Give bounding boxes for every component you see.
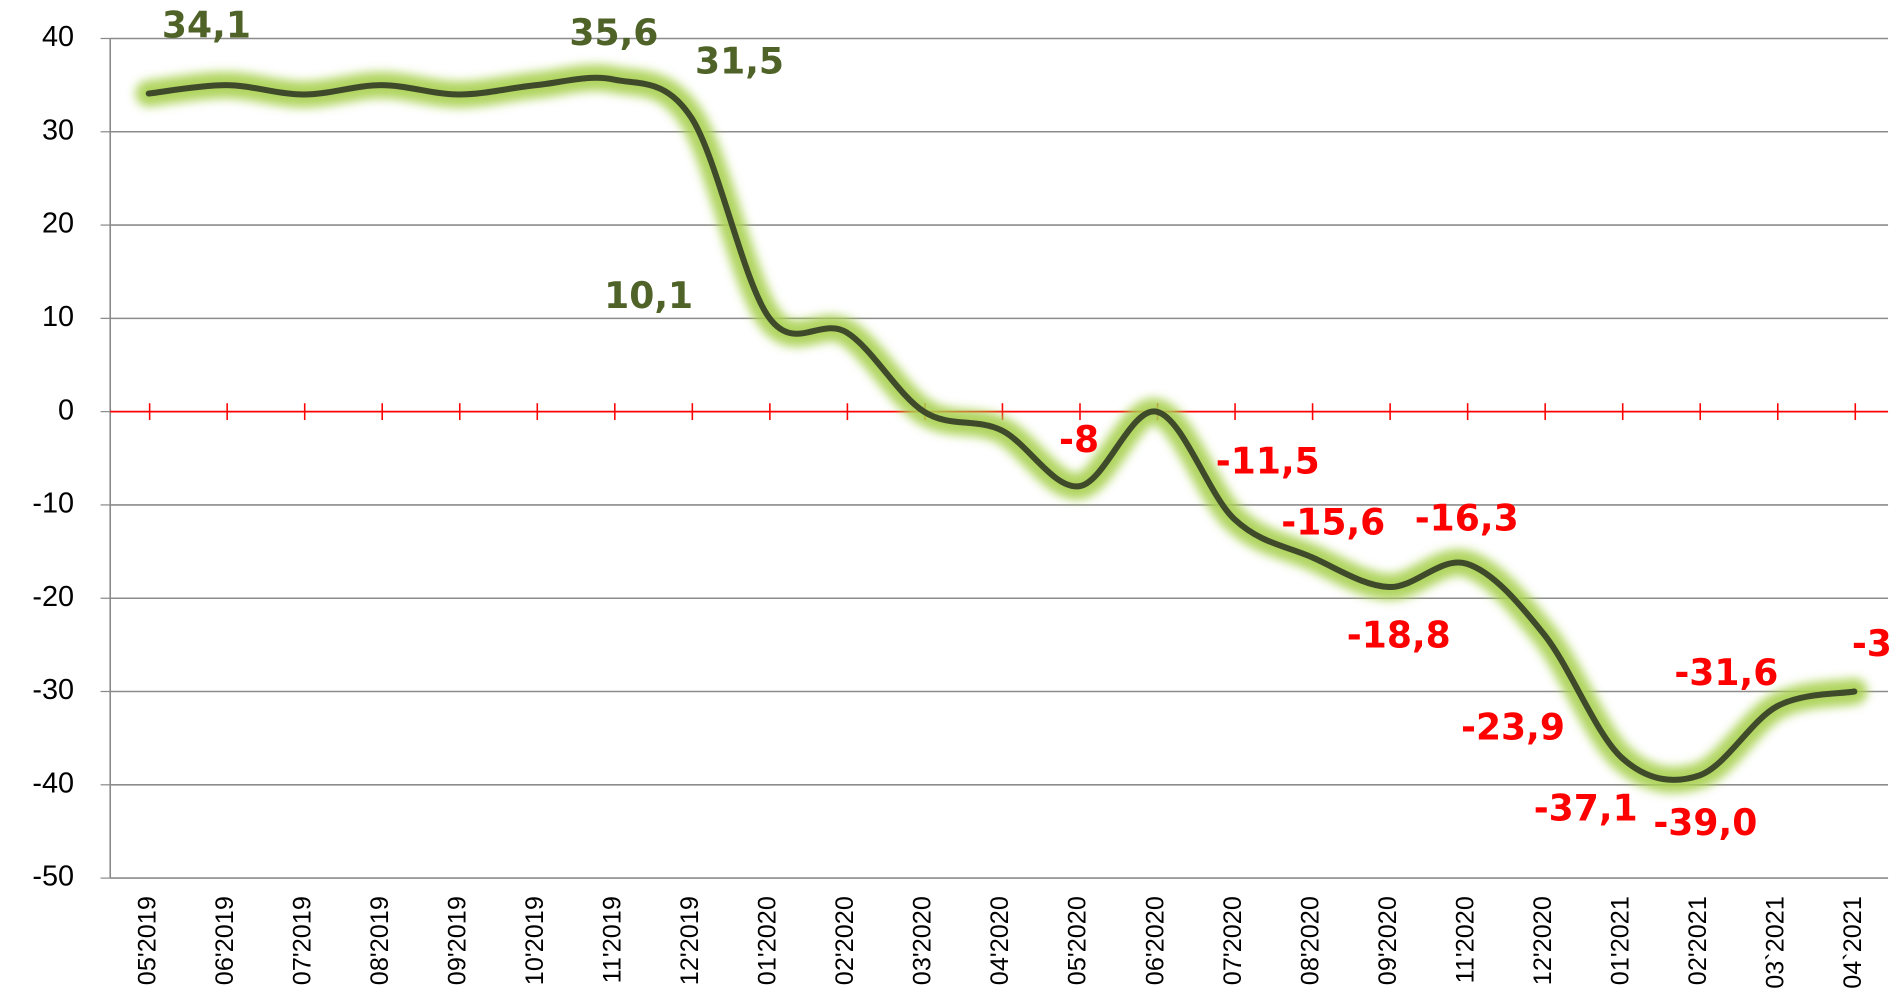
x-tick-label: 05'2020 [1064,896,1092,985]
x-tick-label: 08'2019 [366,896,394,985]
y-tick-label: 20 [42,208,74,240]
x-tick-label: 01'2020 [754,896,782,985]
x-tick-label: 12'2020 [1529,896,1557,985]
x-tick-label: 03'2020 [909,896,937,985]
x-tick-label: 02'2021 [1684,896,1712,985]
x-tick-label: 04'2020 [986,896,1014,985]
x-tick-label: 08'2020 [1296,896,1324,985]
x-tick-label: 11'2020 [1451,896,1479,983]
data-label: -11,5 [1216,441,1320,483]
data-label: -30 [1852,623,1890,665]
data-label: 35,6 [569,12,658,54]
y-tick-label: -20 [32,581,74,613]
x-tick-label: 02'2020 [831,896,859,985]
x-tick-label: 09'2019 [443,896,471,985]
y-tick-label: -50 [32,861,74,893]
line [145,74,1858,783]
x-tick-label: 05'2019 [133,896,161,985]
x-tick-label: 10'2019 [521,896,549,985]
data-label: 34,1 [162,4,251,46]
x-tick-label: 09'2020 [1374,896,1402,985]
x-tick-label: 11'2019 [599,896,627,983]
x-tick-label: 03`2021 [1762,896,1790,989]
data-label: 10,1 [604,275,693,317]
x-tick-label: 07'2020 [1219,896,1247,985]
data-label: -16,3 [1415,497,1519,539]
x-tick-label: 07'2019 [288,896,316,985]
x-tick-label: 06'2019 [211,896,239,985]
data-label: -31,6 [1674,652,1778,694]
y-tick-label: 30 [42,114,74,146]
y-tick-label: 10 [42,301,74,333]
y-tick-label: -40 [32,767,74,799]
data-label: -15,6 [1281,502,1385,544]
data-label: -8 [1059,419,1099,461]
y-tick-label: -10 [32,488,74,520]
data-label: -23,9 [1461,707,1565,749]
data-label: -18,8 [1347,615,1451,657]
data-label: 31,5 [695,41,784,83]
data-label: -39,0 [1653,802,1757,844]
x-tick-label: 12'2019 [676,896,704,985]
data-label: -37,1 [1534,788,1638,830]
x-tick-label: 06'2020 [1141,896,1169,985]
x-tick-label: 01'2021 [1606,896,1634,985]
y-tick-label: -30 [32,674,74,706]
y-tick-label: 40 [42,21,74,53]
y-tick-label: 0 [58,394,74,426]
x-tick-label: 04`2021 [1839,896,1867,989]
